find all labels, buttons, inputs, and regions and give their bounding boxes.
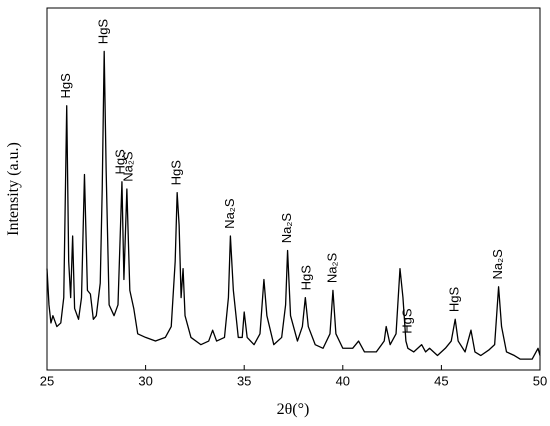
x-tick-label: 25 — [40, 374, 54, 389]
y-axis-title: Intensity (a.u.) — [5, 142, 22, 236]
x-tick-label: 30 — [138, 374, 152, 389]
peak-label: HgS — [58, 73, 73, 99]
peak-label: HgS — [447, 286, 462, 312]
plot-frame — [46, 7, 541, 371]
peak-label: Na₂S — [120, 151, 135, 182]
peak-label: HgS — [96, 19, 111, 45]
x-axis-title: 2θ(°) — [277, 401, 310, 418]
peak-label: HgS — [169, 160, 184, 186]
peak-label: HgS — [399, 308, 414, 334]
x-tick-label: 50 — [533, 374, 547, 389]
x-tick-label: 40 — [336, 374, 350, 389]
peak-label: HgS — [112, 149, 127, 175]
x-tick-label: 45 — [434, 374, 448, 389]
peak-label: Na₂S — [490, 249, 505, 280]
pattern-line — [46, 50, 541, 360]
peak-label: Na₂S — [324, 252, 339, 283]
x-tick-label: 35 — [237, 374, 251, 389]
peak-label: Na₂S — [279, 213, 294, 244]
peak-label: HgS — [299, 265, 314, 291]
peak-label: Na₂S — [222, 198, 237, 229]
